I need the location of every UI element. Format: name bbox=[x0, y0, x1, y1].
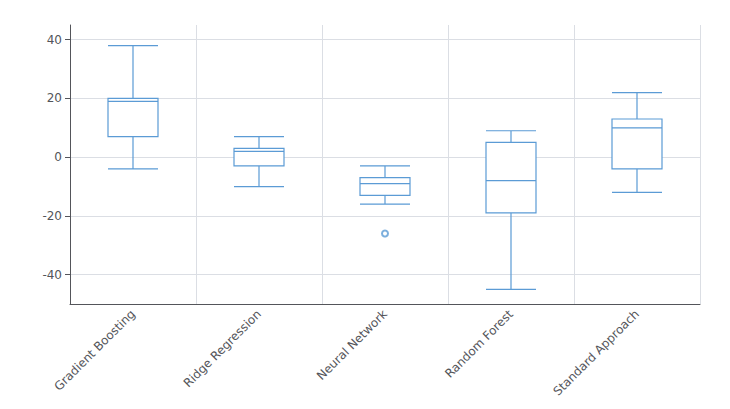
svg-text:Neural Network: Neural Network bbox=[314, 307, 390, 383]
svg-text:20: 20 bbox=[47, 91, 62, 105]
svg-text:-20: -20 bbox=[42, 209, 62, 223]
svg-text:40: 40 bbox=[47, 33, 62, 47]
svg-text:Random Forest: Random Forest bbox=[442, 307, 516, 381]
svg-text:-40: -40 bbox=[42, 268, 62, 282]
svg-text:0: 0 bbox=[54, 150, 62, 164]
svg-text:Ridge Regression: Ridge Regression bbox=[181, 307, 264, 390]
svg-text:Gradient Boosting: Gradient Boosting bbox=[51, 307, 138, 394]
svg-text:Standard Approach: Standard Approach bbox=[551, 307, 642, 398]
